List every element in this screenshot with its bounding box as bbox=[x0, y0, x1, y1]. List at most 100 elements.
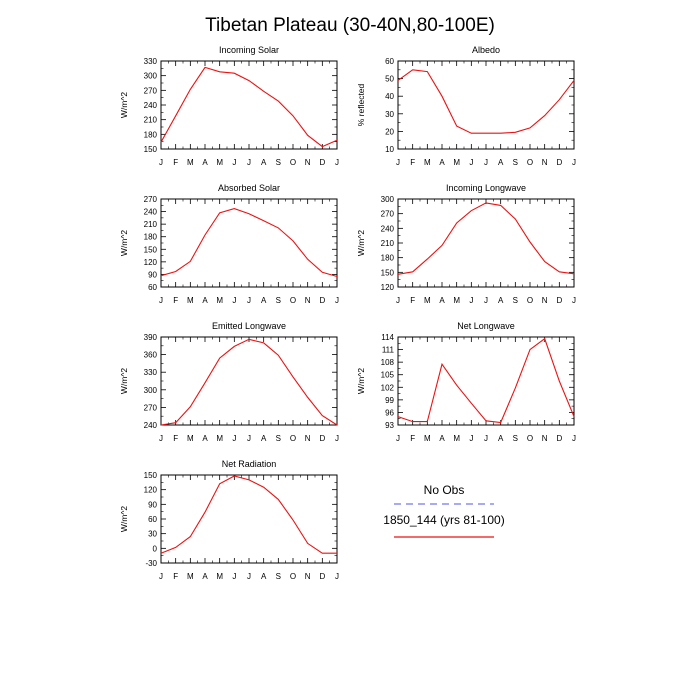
legend: No Obs 1850_144 (yrs 81-100) bbox=[383, 483, 505, 538]
x-tick-label: J bbox=[232, 158, 236, 167]
y-tick-label: 114 bbox=[381, 333, 394, 342]
x-tick-label: D bbox=[556, 434, 562, 443]
y-tick-label: 60 bbox=[148, 515, 157, 524]
panel-title: Absorbed Solar bbox=[218, 183, 280, 193]
x-tick-label: N bbox=[542, 158, 548, 167]
y-tick-label: 30 bbox=[148, 530, 157, 539]
x-tick-label: A bbox=[261, 158, 267, 167]
x-tick-label: S bbox=[513, 434, 518, 443]
y-tick-label: 180 bbox=[381, 254, 395, 263]
x-tick-label: J bbox=[396, 158, 400, 167]
x-tick-label: N bbox=[305, 158, 311, 167]
figure-title: Tibetan Plateau (30-40N,80-100E) bbox=[205, 15, 495, 36]
panel-title: Incoming Longwave bbox=[446, 183, 526, 193]
x-tick-label: J bbox=[335, 158, 339, 167]
x-tick-label: F bbox=[410, 296, 415, 305]
x-tick-label: M bbox=[453, 158, 460, 167]
x-tick-label: J bbox=[484, 296, 488, 305]
x-tick-label: N bbox=[305, 296, 311, 305]
y-tick-label: 0 bbox=[153, 544, 158, 553]
y-tick-label: 270 bbox=[144, 403, 158, 412]
x-tick-label: F bbox=[173, 572, 178, 581]
panel-title: Emitted Longwave bbox=[212, 321, 286, 331]
y-tick-label: 60 bbox=[148, 283, 157, 292]
y-axis-label: W/m^2 bbox=[119, 506, 129, 532]
x-tick-label: F bbox=[173, 434, 178, 443]
y-tick-label: 99 bbox=[385, 396, 394, 405]
x-tick-label: D bbox=[319, 158, 325, 167]
x-tick-label: O bbox=[290, 572, 296, 581]
y-axis-label: % reflected bbox=[356, 83, 366, 126]
x-tick-label: M bbox=[453, 434, 460, 443]
panel-title: Albedo bbox=[472, 45, 500, 55]
legend-model-label: 1850_144 (yrs 81-100) bbox=[383, 513, 504, 527]
x-tick-label: N bbox=[542, 434, 548, 443]
y-tick-label: 300 bbox=[144, 72, 158, 81]
x-tick-label: S bbox=[513, 158, 518, 167]
x-tick-label: D bbox=[556, 158, 562, 167]
y-tick-label: 270 bbox=[144, 86, 158, 95]
y-tick-label: 210 bbox=[144, 220, 158, 229]
x-tick-label: J bbox=[335, 434, 339, 443]
series-line bbox=[397, 337, 575, 424]
x-tick-label: O bbox=[290, 158, 296, 167]
y-tick-label: 330 bbox=[144, 368, 158, 377]
x-tick-label: M bbox=[187, 296, 194, 305]
legend-obs-label: No Obs bbox=[424, 483, 465, 497]
x-tick-label: M bbox=[216, 572, 223, 581]
y-tick-label: 120 bbox=[144, 258, 158, 267]
y-tick-label: 270 bbox=[144, 195, 158, 204]
y-tick-label: 50 bbox=[385, 75, 394, 84]
y-tick-label: 120 bbox=[381, 283, 395, 292]
y-tick-label: 330 bbox=[144, 57, 158, 66]
y-tick-label: 240 bbox=[144, 208, 158, 217]
x-tick-label: A bbox=[261, 434, 267, 443]
x-tick-label: S bbox=[276, 434, 281, 443]
series-line bbox=[160, 475, 337, 554]
panel-title: Net Longwave bbox=[457, 321, 515, 331]
series-line bbox=[397, 69, 575, 134]
y-tick-label: 90 bbox=[148, 270, 157, 279]
x-tick-label: A bbox=[439, 296, 445, 305]
x-tick-label: S bbox=[276, 158, 281, 167]
y-tick-label: 300 bbox=[144, 386, 158, 395]
x-tick-label: J bbox=[484, 158, 488, 167]
y-tick-label: 390 bbox=[144, 333, 158, 342]
x-tick-label: M bbox=[187, 434, 194, 443]
x-tick-label: J bbox=[335, 572, 339, 581]
x-tick-label: J bbox=[247, 434, 251, 443]
x-tick-label: A bbox=[498, 434, 504, 443]
x-tick-label: J bbox=[469, 434, 473, 443]
y-axis-label: W/m^2 bbox=[119, 368, 129, 394]
y-tick-label: 96 bbox=[385, 408, 394, 417]
x-tick-label: J bbox=[247, 158, 251, 167]
y-tick-label: 150 bbox=[144, 471, 158, 480]
series-line bbox=[160, 208, 338, 278]
y-tick-label: 150 bbox=[144, 245, 158, 254]
x-tick-label: F bbox=[173, 158, 178, 167]
y-tick-label: 108 bbox=[381, 358, 395, 367]
x-tick-label: J bbox=[572, 158, 576, 167]
x-tick-label: J bbox=[469, 296, 473, 305]
y-tick-label: 105 bbox=[381, 371, 395, 380]
x-tick-label: O bbox=[527, 296, 533, 305]
y-axis-label: W/m^2 bbox=[356, 368, 366, 394]
x-tick-label: J bbox=[247, 296, 251, 305]
x-tick-label: M bbox=[216, 434, 223, 443]
x-tick-label: D bbox=[319, 434, 325, 443]
y-tick-label: 111 bbox=[382, 346, 395, 355]
x-tick-label: F bbox=[410, 434, 415, 443]
y-tick-label: 150 bbox=[144, 145, 158, 154]
x-tick-label: O bbox=[527, 434, 533, 443]
y-tick-label: 210 bbox=[144, 116, 158, 125]
x-tick-label: M bbox=[453, 296, 460, 305]
x-tick-label: S bbox=[276, 572, 281, 581]
x-tick-label: M bbox=[187, 572, 194, 581]
x-tick-label: J bbox=[159, 434, 163, 443]
